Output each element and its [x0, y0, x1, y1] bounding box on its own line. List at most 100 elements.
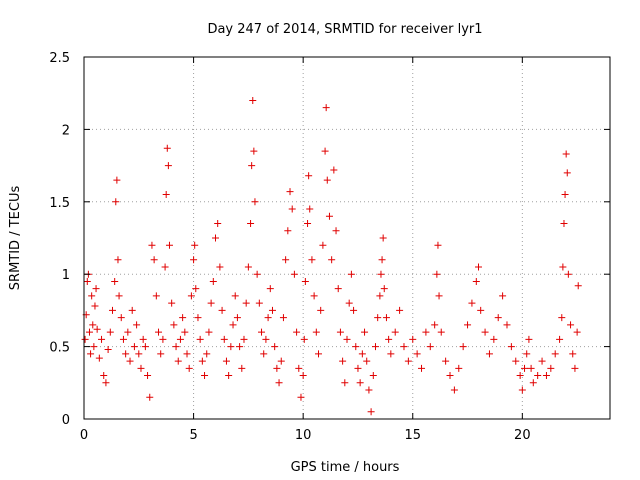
data-point: [233, 314, 241, 322]
data-point: [161, 263, 169, 271]
x-tick-label: 15: [404, 428, 421, 443]
data-point: [569, 350, 577, 358]
data-point: [163, 144, 171, 152]
data-point: [174, 357, 182, 365]
data-point: [81, 335, 89, 343]
data-point: [485, 350, 493, 358]
data-point: [356, 379, 364, 387]
data-point: [361, 328, 369, 336]
data-point: [162, 191, 170, 199]
data-point: [434, 241, 442, 249]
data-point: [201, 372, 209, 380]
data-point: [332, 227, 340, 235]
axis-ticks: [83, 56, 610, 420]
data-point: [369, 372, 377, 380]
x-tick-label: 20: [514, 428, 531, 443]
data-point: [104, 345, 112, 353]
data-point: [150, 256, 158, 264]
data-point: [334, 285, 342, 293]
data-point: [330, 166, 338, 174]
data-point: [209, 277, 217, 285]
data-point: [503, 321, 511, 329]
data-point: [90, 343, 98, 351]
data-point: [130, 343, 138, 351]
x-axis-label: GPS time / hours: [291, 460, 400, 475]
data-point: [148, 241, 156, 249]
data-point: [214, 220, 222, 228]
data-point: [382, 314, 390, 322]
data-point: [164, 162, 172, 170]
data-point: [376, 292, 384, 300]
data-point: [563, 169, 571, 177]
data-point: [253, 270, 261, 278]
data-point: [518, 386, 526, 394]
x-tick-labels: 0 5 10 15 20: [80, 428, 531, 443]
x-tick-label: 5: [189, 428, 197, 443]
data-point: [176, 335, 184, 343]
data-point: [112, 198, 120, 206]
data-point: [89, 321, 97, 329]
data-point: [529, 379, 537, 387]
data-point: [431, 321, 439, 329]
data-point: [205, 328, 213, 336]
data-point: [472, 277, 480, 285]
data-point: [297, 393, 305, 401]
data-point: [499, 292, 507, 300]
data-point: [288, 205, 296, 213]
data-point: [379, 234, 387, 242]
data-point: [170, 321, 178, 329]
data-point: [114, 256, 122, 264]
data-point: [258, 328, 266, 336]
data-point: [87, 350, 95, 358]
data-point: [277, 357, 285, 365]
data-point: [238, 364, 246, 372]
data-point: [391, 328, 399, 336]
data-point: [367, 408, 375, 416]
data-point: [92, 285, 100, 293]
data-point: [358, 350, 366, 358]
data-point: [190, 256, 198, 264]
x-tick-label: 0: [80, 428, 88, 443]
data-point: [133, 321, 141, 329]
data-point: [255, 299, 263, 307]
data-point: [404, 357, 412, 365]
data-point: [343, 335, 351, 343]
data-point: [319, 241, 327, 249]
data-point: [567, 321, 575, 329]
data-point: [321, 147, 329, 155]
data-point: [538, 357, 546, 365]
data-point: [301, 277, 309, 285]
data-point: [400, 343, 408, 351]
data-point: [374, 314, 382, 322]
data-point: [336, 328, 344, 336]
data-point: [102, 379, 110, 387]
data-point: [144, 372, 152, 380]
data-point: [371, 343, 379, 351]
y-tick-label: 0.5: [49, 341, 70, 356]
data-point: [117, 314, 125, 322]
data-point: [437, 328, 445, 336]
data-point: [244, 263, 252, 271]
data-point: [556, 335, 564, 343]
data-point: [126, 357, 134, 365]
data-point: [179, 314, 187, 322]
plot-frame: [83, 56, 611, 420]
data-point: [196, 335, 204, 343]
x-tick-label: 10: [295, 428, 312, 443]
data-point: [363, 357, 371, 365]
data-point: [380, 285, 388, 293]
data-point: [542, 372, 550, 380]
data-point: [115, 292, 123, 300]
data-point: [113, 176, 121, 184]
data-point: [396, 306, 404, 314]
data-point: [157, 350, 165, 358]
data-point: [183, 350, 191, 358]
data-point: [220, 335, 228, 343]
data-point: [418, 364, 426, 372]
data-point: [249, 96, 257, 104]
data-point: [146, 393, 154, 401]
data-point: [88, 292, 96, 300]
data-point: [345, 299, 353, 307]
data-point: [378, 256, 386, 264]
